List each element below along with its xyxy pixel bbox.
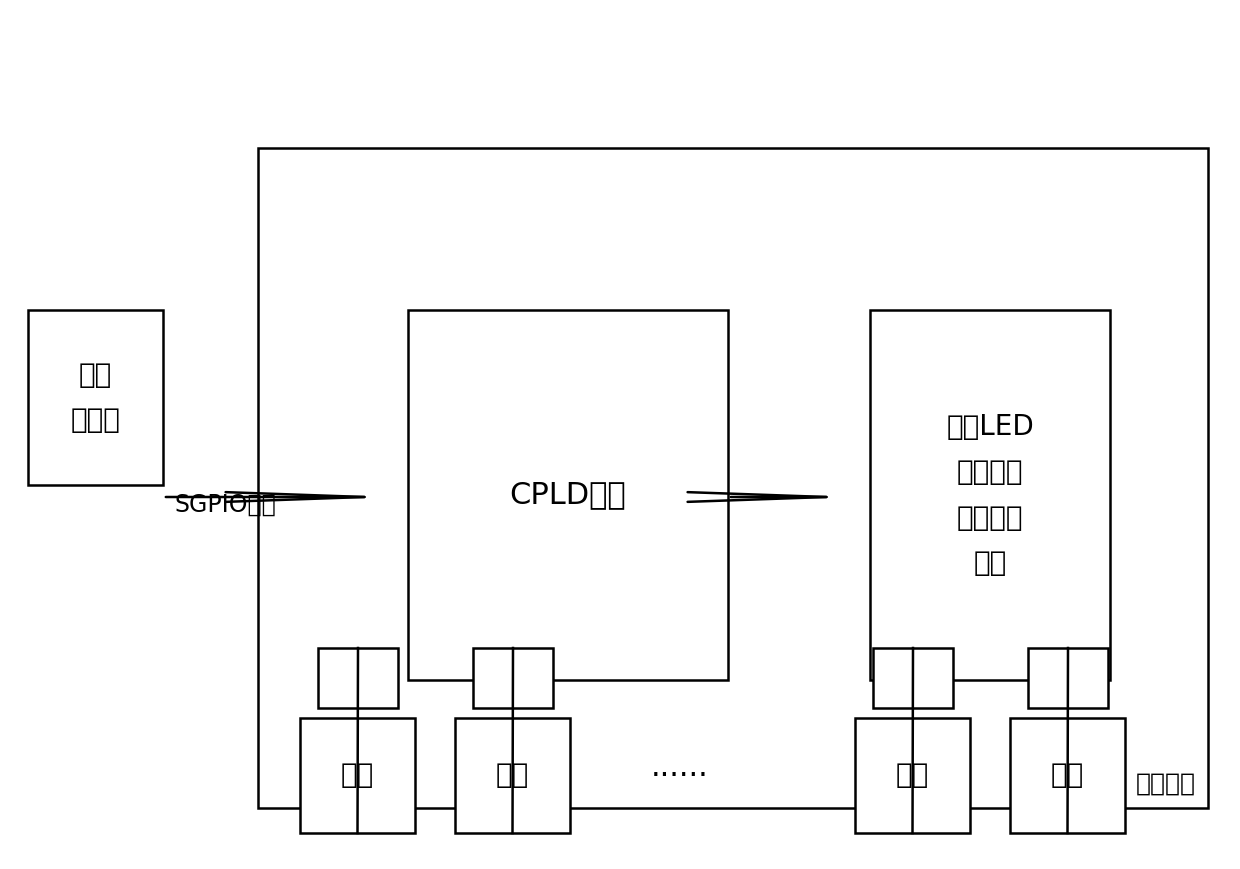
Text: 硬盘: 硬盘 — [496, 761, 529, 790]
Bar — [1028, 648, 1109, 708]
Bar — [455, 718, 570, 833]
Bar — [472, 648, 553, 708]
Bar — [1011, 718, 1125, 833]
Bar — [408, 310, 728, 680]
Text: 硬盘: 硬盘 — [1050, 761, 1084, 790]
Bar — [300, 718, 415, 833]
Text: 硬盘背板: 硬盘背板 — [1136, 772, 1197, 796]
Bar — [873, 648, 954, 708]
Text: SGPIO信号: SGPIO信号 — [175, 493, 277, 517]
Text: 硬盘: 硬盘 — [341, 761, 374, 790]
Bar — [856, 718, 970, 833]
Text: 基于LED
灯的硬盘
状态指示
模块: 基于LED 灯的硬盘 状态指示 模块 — [946, 413, 1034, 577]
Bar — [317, 648, 398, 708]
Text: CPLD芯片: CPLD芯片 — [510, 481, 626, 509]
Text: 硬盘
控制器: 硬盘 控制器 — [71, 361, 120, 434]
Bar — [870, 310, 1110, 680]
Bar — [258, 148, 1208, 808]
Text: 硬盘: 硬盘 — [895, 761, 929, 790]
Text: ......: ...... — [651, 753, 709, 782]
Bar — [29, 310, 162, 485]
